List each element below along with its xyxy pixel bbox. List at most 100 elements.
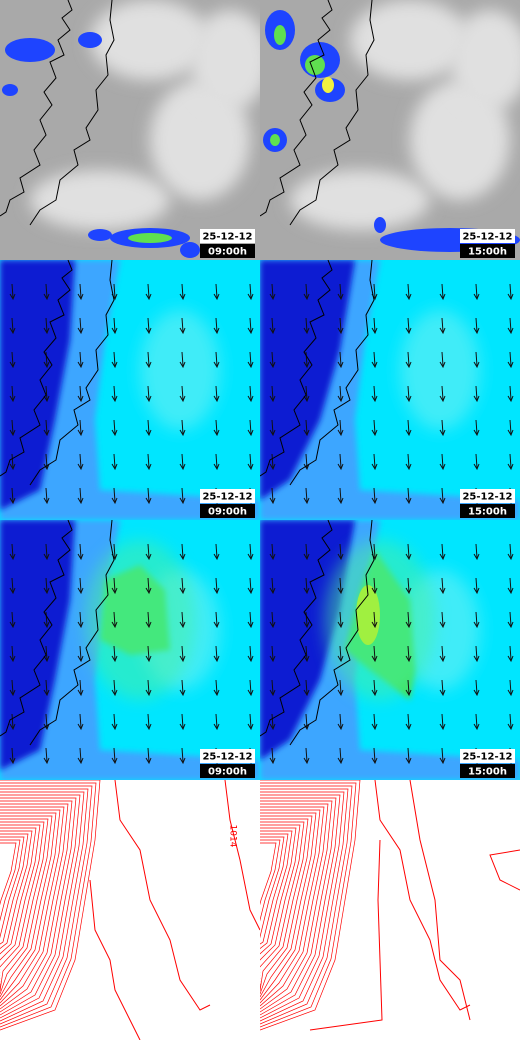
wind-arrow	[249, 453, 252, 469]
field-low	[260, 260, 355, 500]
wind-arrow-head	[371, 757, 378, 765]
isobar	[260, 809, 321, 1001]
wind-arrow	[475, 713, 478, 729]
wind-arrow-head	[473, 327, 480, 335]
wind-arrow-head	[337, 429, 344, 437]
wind-arrow-head	[337, 757, 344, 765]
wind-arrow	[305, 611, 308, 627]
wind-arrow	[215, 453, 218, 469]
wind-arrow	[79, 611, 82, 627]
wind-arrow-head	[371, 497, 378, 505]
time-box	[460, 504, 515, 518]
wind-arrow-head	[405, 497, 412, 505]
wind-arrow	[249, 419, 252, 435]
isobar	[0, 830, 33, 979]
wind-arrow-head	[179, 689, 186, 697]
wind-arrow	[441, 543, 444, 559]
wind-arrow	[339, 419, 342, 435]
wind-arrow-head	[303, 497, 310, 505]
wind-arrow-head	[9, 293, 16, 301]
wind-arrow	[181, 611, 184, 627]
isobar	[224, 780, 260, 931]
coastline	[29, 0, 115, 226]
isobar	[260, 803, 329, 1007]
wind-arrow-head	[439, 429, 446, 437]
isobar	[260, 821, 305, 988]
wind-arrow	[475, 453, 478, 469]
wind-arrow-head	[405, 395, 412, 403]
rain-area	[78, 32, 102, 48]
wind-arrow-head	[213, 587, 220, 595]
wind-arrow-head	[473, 361, 480, 369]
wind-arrow-head	[473, 429, 480, 437]
wind-arrow-head	[247, 553, 254, 561]
wind-arrow-head	[145, 723, 152, 731]
wind-arrow	[79, 577, 82, 593]
wind-arrow	[79, 747, 82, 763]
wind-arrow	[79, 385, 82, 401]
wind-arrow	[181, 577, 184, 593]
wind-arrow-head	[371, 395, 378, 403]
wind-arrow	[305, 645, 308, 661]
isobar	[0, 794, 81, 1016]
wind-arrow-head	[507, 327, 514, 335]
wind-arrow-head	[247, 621, 254, 629]
wind-arrow-head	[507, 553, 514, 561]
wind-arrow	[407, 385, 410, 401]
wind-arrow	[11, 543, 14, 559]
wind-arrow	[305, 419, 308, 435]
wind-arrow-head	[145, 757, 152, 765]
wind-arrow-head	[77, 587, 84, 595]
isobar	[260, 815, 313, 995]
wind-arrow	[441, 747, 444, 763]
wind-arrow-head	[179, 293, 186, 301]
wind-arrow	[45, 747, 48, 763]
wind-arrow	[113, 385, 116, 401]
wind-arrow-head	[9, 395, 16, 403]
isobar	[0, 797, 77, 1013]
wind-arrow	[11, 317, 14, 333]
time-label: 09:00h	[208, 767, 247, 778]
isobar	[260, 833, 289, 976]
time-box	[460, 244, 515, 258]
wind-arrow-head	[507, 587, 514, 595]
rain-core	[270, 134, 280, 146]
wind-arrow	[249, 611, 252, 627]
wind-arrow-head	[269, 587, 276, 595]
wind-arrow	[79, 679, 82, 695]
wind-arrow	[339, 487, 342, 503]
wind-arrow	[339, 679, 342, 695]
wind-arrow	[339, 577, 342, 593]
isobar	[0, 827, 37, 982]
wind-arrow	[475, 317, 478, 333]
date-label: 25-12-12	[202, 492, 252, 503]
wind-arrow	[373, 577, 376, 593]
wind-arrow-head	[9, 327, 16, 335]
panel-label: 25-12-12 09:00h	[200, 749, 255, 778]
time-box	[460, 764, 515, 778]
wind-arrow	[339, 385, 342, 401]
wind-arrow	[271, 679, 274, 695]
wind-arrow	[215, 611, 218, 627]
map-panel	[260, 0, 520, 260]
wind-arrow-head	[303, 395, 310, 403]
wind-arrow-head	[473, 621, 480, 629]
wind-arrow-head	[303, 587, 310, 595]
wind-arrow	[181, 385, 184, 401]
wind-arrow	[79, 453, 82, 469]
wind-arrow-head	[111, 463, 118, 471]
wind-arrow	[45, 317, 48, 333]
wind-arrow	[113, 611, 116, 627]
wind-arrow	[339, 351, 342, 367]
wind-arrow	[305, 317, 308, 333]
panel-label: 25-12-12 09:00h	[200, 229, 255, 258]
wind-arrow-head	[303, 723, 310, 731]
wind-arrow	[215, 351, 218, 367]
wind-arrow-head	[77, 463, 84, 471]
wind-arrow	[45, 283, 48, 299]
time-label: 09:00h	[208, 247, 247, 258]
wind-arrow-head	[473, 293, 480, 301]
wind-arrow-head	[269, 553, 276, 561]
wind-arrow	[45, 385, 48, 401]
wind-arrow-head	[111, 723, 118, 731]
